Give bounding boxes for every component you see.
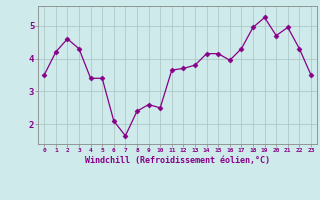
X-axis label: Windchill (Refroidissement éolien,°C): Windchill (Refroidissement éolien,°C) [85,156,270,165]
